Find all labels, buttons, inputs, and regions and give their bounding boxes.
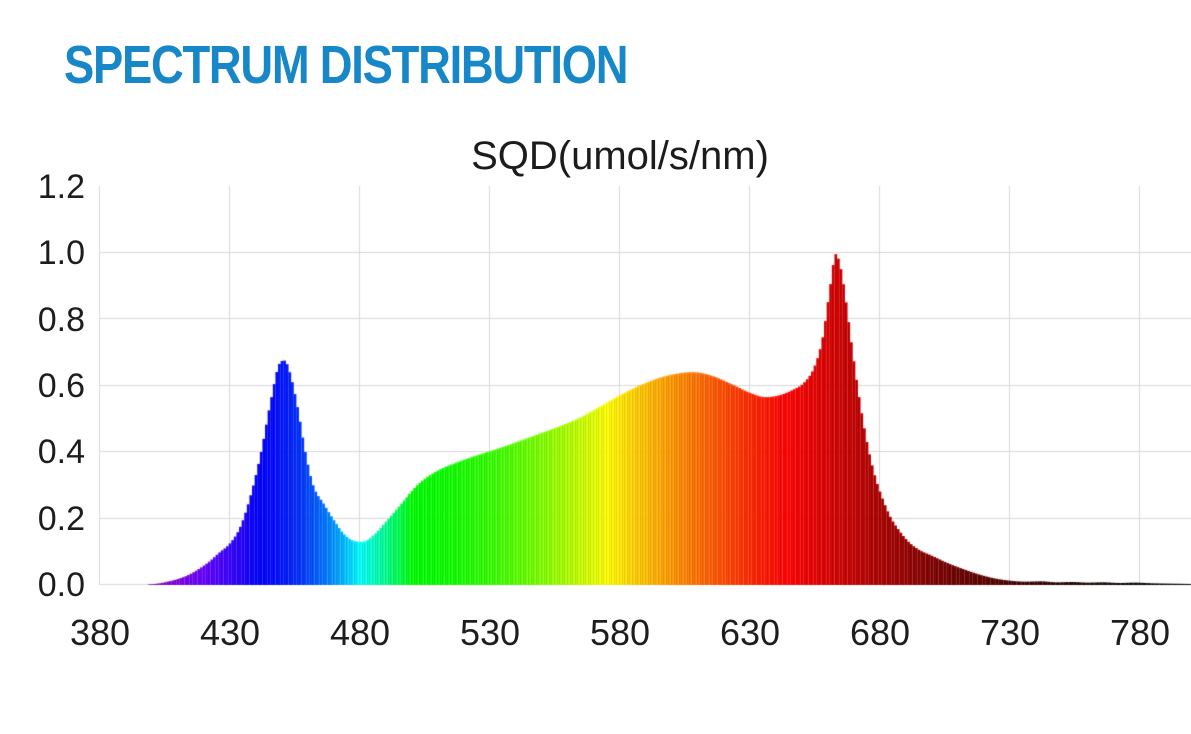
x-tick-label: 430 [199, 612, 261, 653]
x-tick-label: 730 [979, 612, 1041, 653]
x-tick-label: 580 [589, 612, 651, 653]
x-tick-label: 480 [329, 612, 391, 653]
y-tick-label: 0.2 [37, 500, 85, 538]
page-title-text: SPECTRUM DISTRIBUTION [64, 35, 628, 95]
x-tick-label: 780 [1109, 612, 1171, 653]
y-tick-label: 0.4 [37, 433, 85, 471]
y-tick-label: 0.6 [37, 367, 85, 405]
y-tick-label: 0.0 [37, 566, 85, 604]
spectrum-plot-canvas [0, 186, 1191, 586]
page-title: SPECTRUM DISTRIBUTION [64, 34, 735, 96]
x-tick-label: 630 [719, 612, 781, 653]
y-tick-label: 1.2 [37, 168, 85, 206]
y-tick-label: 0.8 [37, 301, 85, 339]
x-tick-label: 530 [459, 612, 521, 653]
x-tick-label: 680 [849, 612, 911, 653]
x-tick-label: 380 [69, 612, 131, 653]
y-tick-label: 1.0 [37, 234, 85, 272]
chart-title: SQD(umol/s/nm) [471, 134, 769, 178]
